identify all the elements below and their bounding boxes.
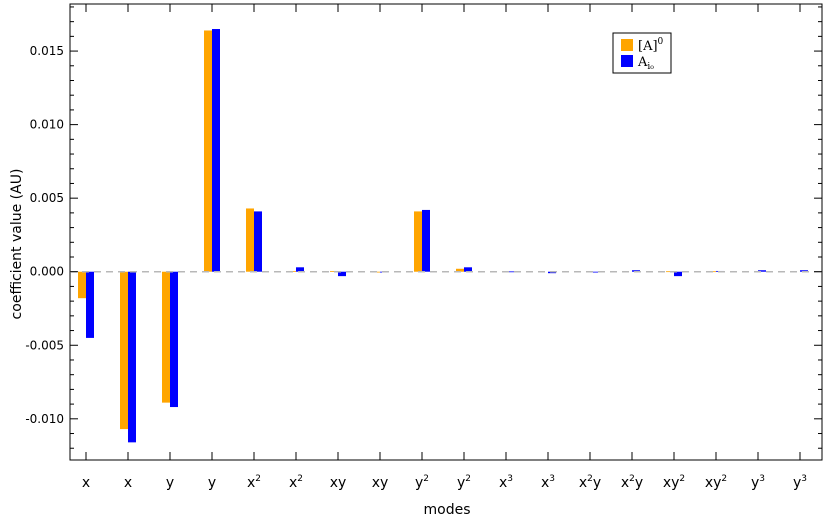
bar-s1-10 bbox=[456, 268, 464, 272]
y-tick-label: -0.010 bbox=[25, 412, 64, 426]
y-tick-label: 0.005 bbox=[30, 191, 64, 205]
plot-border bbox=[69, 3, 823, 461]
bars-layer bbox=[78, 29, 808, 443]
x-tick-label-5: x2 bbox=[247, 474, 261, 491]
bar-s2-17 bbox=[758, 270, 766, 272]
bar-s1-9 bbox=[414, 211, 422, 272]
x-tick-label-12: x3 bbox=[541, 474, 555, 491]
bar-s2-10 bbox=[464, 267, 472, 272]
x-tick-label-7: xy bbox=[330, 475, 347, 491]
x-tick-label-3: y bbox=[166, 475, 174, 491]
ticks-layer bbox=[70, 4, 822, 460]
x-tick-label-10: y2 bbox=[457, 474, 471, 491]
x-tick-label-14: x2y bbox=[621, 474, 643, 491]
x-tick-label-11: x3 bbox=[499, 474, 513, 491]
bar-s1-2 bbox=[120, 271, 128, 430]
y-tick-label: 0.010 bbox=[30, 118, 64, 132]
bar-s2-4 bbox=[212, 29, 220, 272]
bar-s1-3 bbox=[162, 271, 170, 403]
x-tick-label-15: xy2 bbox=[663, 474, 685, 491]
x-tick-label-4: y bbox=[208, 475, 216, 491]
legend-label-2: Ai₀ bbox=[637, 55, 654, 72]
y-tick-label: -0.005 bbox=[25, 338, 64, 352]
legend-label-1: [A]0 bbox=[638, 37, 664, 54]
x-tick-label-18: y3 bbox=[793, 474, 807, 491]
legend-swatch-2 bbox=[621, 55, 633, 67]
x-tick-label-2: x bbox=[124, 475, 132, 491]
bar-s2-7 bbox=[338, 271, 346, 277]
x-tick-label-1: x bbox=[82, 475, 90, 491]
x-tick-label-8: xy bbox=[372, 475, 389, 491]
bar-s2-11 bbox=[506, 271, 514, 273]
plot-frame bbox=[69, 3, 823, 461]
bar-s2-9 bbox=[422, 209, 430, 272]
y-tick-label: 0.015 bbox=[30, 44, 64, 58]
bar-s1-4 bbox=[204, 30, 212, 272]
bar-s1-1 bbox=[78, 271, 86, 299]
legend-swatch-1 bbox=[621, 39, 633, 51]
y-axis-title: coefficient value (AU) bbox=[9, 169, 25, 320]
bar-s1-5 bbox=[246, 208, 254, 272]
x-tick-label-17: y3 bbox=[751, 474, 765, 491]
bar-s2-1 bbox=[86, 271, 94, 338]
y-tick-labels: -0.010 -0.005 0.000 0.005 0.010 0.015 bbox=[25, 44, 64, 426]
bar-s2-3 bbox=[170, 271, 178, 408]
x-tick-labels: x x y y x2 x2 xy xy y2 y2 x3 x3 x2y x2y xy2 xy2 y3 y3 bbox=[82, 474, 807, 491]
bar-s2-15 bbox=[674, 271, 682, 277]
x-tick-label-6: x2 bbox=[289, 474, 303, 491]
x-tick-label-13: x2y bbox=[579, 474, 601, 491]
x-tick-label-16: xy2 bbox=[705, 474, 727, 491]
x-axis-title: modes bbox=[424, 502, 471, 517]
bar-s2-5 bbox=[254, 211, 262, 272]
x-tick-label-9: y2 bbox=[415, 474, 429, 491]
bar-s2-6 bbox=[296, 267, 304, 272]
y-tick-label: 0.000 bbox=[30, 265, 64, 279]
bar-s2-13 bbox=[590, 271, 598, 273]
bar-s2-2 bbox=[128, 271, 136, 443]
